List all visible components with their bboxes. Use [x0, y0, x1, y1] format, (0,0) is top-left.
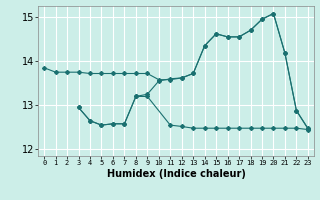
- X-axis label: Humidex (Indice chaleur): Humidex (Indice chaleur): [107, 169, 245, 179]
